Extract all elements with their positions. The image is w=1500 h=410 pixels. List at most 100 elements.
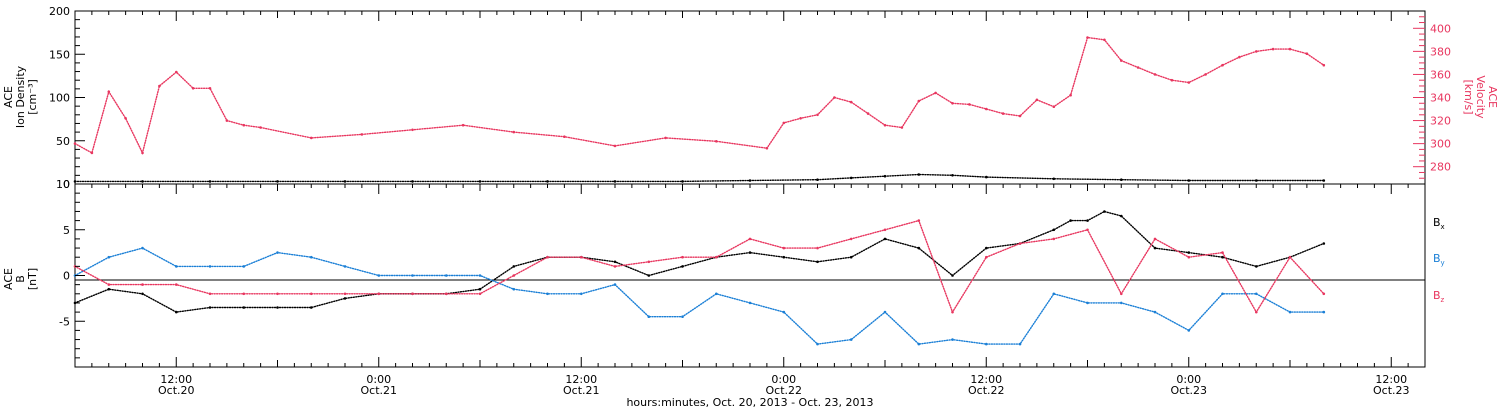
by-series-point — [1018, 342, 1022, 346]
velocity-series-point — [1204, 73, 1207, 76]
density-series-point — [546, 180, 549, 183]
ylabel-line: [nT] — [26, 268, 39, 290]
velocity-series-point — [242, 123, 246, 127]
velocity-series-point — [225, 119, 229, 122]
bx-series-point — [748, 251, 752, 254]
tick-label-x-date: Oct.23 — [1170, 384, 1207, 397]
density-series-point — [478, 180, 482, 183]
legend-bz: Bz — [1433, 289, 1445, 304]
density-series-point — [208, 180, 212, 183]
bx-series-point — [1069, 219, 1072, 222]
bx-series-point — [951, 274, 954, 277]
by-series-point — [310, 255, 313, 259]
density-series-point — [1187, 179, 1191, 182]
velocity-series-point — [1086, 36, 1089, 39]
by-series-point — [1255, 292, 1258, 296]
top-right-ylabel: ACE Velocity [km/s] — [1462, 75, 1499, 119]
legend: Bx By Bz — [1433, 216, 1445, 304]
velocity-series-point — [563, 135, 566, 138]
bz-series-point — [1018, 242, 1022, 245]
density-series-point — [411, 180, 414, 183]
tick-label-bottom-left: 0 — [63, 270, 70, 283]
velocity-series-point — [141, 151, 144, 155]
velocity-series-point — [1221, 63, 1224, 67]
bz-series-point — [411, 292, 414, 296]
velocity-series-point — [900, 126, 904, 129]
by-series-point — [1086, 301, 1089, 305]
bz-series-point — [647, 260, 651, 264]
velocity-series-point — [883, 123, 887, 127]
tick-label-top-right: 400 — [1430, 22, 1451, 35]
by-series-point — [715, 292, 718, 296]
ylabel-line: ACE — [1486, 86, 1499, 108]
by-series-point — [546, 292, 549, 296]
by-series-point — [175, 265, 178, 268]
bottom-panel-frame — [74, 183, 1426, 368]
by-series-point — [1288, 310, 1292, 314]
velocity-series-point — [208, 87, 212, 90]
velocity-series-point — [715, 140, 718, 143]
velocity-series-point — [985, 107, 988, 111]
velocity-series-point — [1255, 50, 1258, 53]
bz-series-point — [1153, 237, 1157, 241]
by-series-point — [816, 342, 819, 346]
tick-label-x-time: 12:00 — [565, 373, 597, 386]
legend-by: By — [1433, 252, 1445, 267]
bottom-left-ylabel: ACE B [nT] — [2, 268, 39, 290]
bx-series-point — [1187, 251, 1191, 254]
bz-series-point — [512, 274, 516, 277]
by-series-line — [74, 247, 1325, 345]
bz-series-point — [1322, 292, 1326, 296]
velocity-series-point — [1052, 105, 1056, 108]
velocity-series-point — [1170, 78, 1174, 82]
ylabel-line: Velocity — [1474, 75, 1487, 119]
tick-label-top-left: 200 — [49, 5, 70, 18]
top-panel-data — [73, 36, 1326, 183]
velocity-series-point — [411, 128, 414, 132]
tick-label-top-right: 280 — [1430, 161, 1451, 174]
bz-series-point — [546, 255, 549, 259]
by-series-point — [681, 315, 684, 319]
by-series-point — [276, 251, 279, 254]
bx-series-point — [782, 255, 786, 259]
bz-series-point — [917, 219, 921, 222]
legend-bx: Bx — [1433, 216, 1445, 231]
bx-series-point — [681, 265, 684, 268]
bz-series-point — [1221, 251, 1224, 254]
bx-series-line — [74, 210, 1325, 313]
bx-series-point — [141, 292, 144, 296]
tick-label-top-right: 300 — [1430, 138, 1451, 151]
tick-label-top-right: 340 — [1430, 92, 1451, 105]
ylabel-line: ACE — [2, 268, 15, 290]
bx-series-point — [1255, 265, 1258, 268]
velocity-series-point — [917, 99, 921, 103]
tick-label-x-time: 0:00 — [771, 373, 796, 386]
bz-series-point — [310, 292, 313, 296]
bz-series-point — [681, 255, 684, 259]
velocity-series-point — [613, 144, 617, 148]
velocity-series-point — [175, 70, 178, 74]
tick-label-x-date: Oct.22 — [968, 384, 1005, 397]
by-series-point — [1187, 329, 1191, 332]
density-series-point — [141, 180, 144, 183]
velocity-series-point — [1187, 81, 1191, 84]
velocity-series-point — [849, 100, 853, 104]
by-series-point — [1120, 301, 1123, 305]
velocity-series-point — [360, 133, 364, 136]
bx-series-point — [613, 260, 617, 264]
density-series-point — [748, 179, 752, 182]
bx-series-point — [512, 265, 516, 268]
velocity-series-point — [934, 91, 937, 95]
bz-series-point — [883, 228, 887, 232]
velocity-series-point — [1271, 47, 1275, 51]
tick-label-x-date: Oct.22 — [765, 384, 802, 397]
tick-label-top-right: 320 — [1430, 115, 1451, 128]
bx-series-point — [1221, 255, 1224, 259]
tick-label-x-date: Oct.20 — [158, 384, 195, 397]
velocity-series-point — [782, 121, 786, 125]
top-left-ylabel: ACE Ion Density [cm⁻³] — [2, 65, 39, 128]
velocity-series-point — [664, 136, 667, 140]
bz-series-point — [343, 292, 347, 296]
ylabel-line: [km/s] — [1462, 79, 1475, 114]
by-series-point — [613, 283, 617, 286]
